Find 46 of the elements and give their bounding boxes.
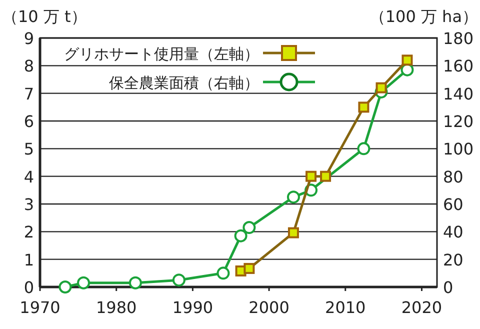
x-tick-label: 1980 bbox=[96, 298, 137, 317]
y2-tick-label: 120 bbox=[443, 112, 474, 131]
y2-tick-label: 140 bbox=[443, 84, 474, 104]
point bbox=[128, 276, 142, 290]
y-tick-label: 2 bbox=[24, 222, 34, 242]
y2-tick-label: 0 bbox=[443, 278, 454, 297]
point bbox=[234, 229, 248, 242]
point bbox=[286, 190, 300, 204]
y-tick-label: 7 bbox=[24, 84, 34, 104]
point bbox=[288, 227, 299, 238]
y2-tick-label: 160 bbox=[443, 56, 474, 76]
point bbox=[376, 82, 387, 94]
point bbox=[244, 262, 255, 274]
y-tick-label: 0 bbox=[24, 278, 34, 297]
y2-tick-label: 80 bbox=[443, 167, 464, 186]
legend-label: グリホサート使用量（左軸） bbox=[64, 45, 259, 63]
x-tick-label: 1990 bbox=[172, 298, 214, 317]
y2-tick-label: 100 bbox=[443, 140, 474, 159]
x-tick-label: 2000 bbox=[248, 298, 290, 317]
y2-tick-label: 20 bbox=[443, 250, 464, 270]
y-axis-title: （10 万 t） bbox=[2, 7, 87, 26]
y-tick-label: 9 bbox=[24, 29, 34, 48]
point bbox=[306, 170, 317, 182]
point bbox=[242, 221, 256, 234]
point bbox=[58, 280, 72, 294]
point bbox=[358, 102, 370, 113]
y2-tick-label: 60 bbox=[443, 195, 464, 214]
legend-label: 保全農業面積（右軸） bbox=[109, 74, 259, 92]
y2-axis-title: （100 万 ha） bbox=[369, 7, 478, 26]
y2-tick-label: 180 bbox=[443, 29, 474, 48]
x-tick-label: 2010 bbox=[325, 298, 366, 317]
point bbox=[320, 170, 332, 182]
y-tick-label: 4 bbox=[24, 167, 34, 186]
point bbox=[357, 142, 370, 156]
y-tick-label: 8 bbox=[24, 56, 34, 76]
x-tick-label: 1970 bbox=[20, 298, 60, 317]
x-tick-label: 2020 bbox=[401, 298, 442, 317]
y-tick-label: 5 bbox=[24, 140, 34, 159]
y2-tick-label: 40 bbox=[443, 222, 464, 242]
y-tick-label: 1 bbox=[24, 250, 34, 270]
point bbox=[77, 276, 90, 290]
point bbox=[402, 54, 413, 66]
point bbox=[172, 274, 186, 287]
y-tick-label: 6 bbox=[24, 112, 34, 131]
point bbox=[216, 266, 230, 280]
y-tick-label: 3 bbox=[24, 195, 34, 214]
